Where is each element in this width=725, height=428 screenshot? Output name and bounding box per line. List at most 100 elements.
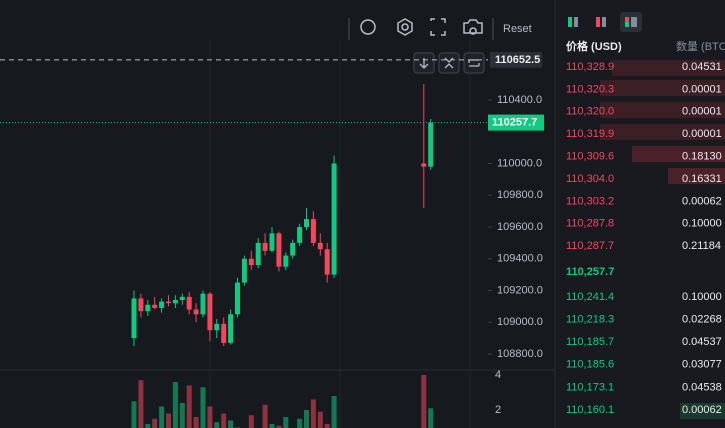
candle-body xyxy=(262,242,268,251)
bid-price: 110,160.1 xyxy=(566,404,614,416)
bid-qty: 0.03077 xyxy=(682,359,722,371)
volume-bar xyxy=(228,420,234,428)
candle-body xyxy=(145,304,151,312)
volume-bar xyxy=(331,396,337,428)
y-tick-label: 109600.0 xyxy=(497,221,543,233)
fullscreen-icon[interactable] xyxy=(430,18,446,36)
ask-qty: 0.00001 xyxy=(682,106,722,118)
volume-bar xyxy=(310,399,316,428)
volume-bar xyxy=(193,417,199,428)
candle-body xyxy=(269,233,275,251)
v-tick-label: 4 xyxy=(495,369,501,381)
volume-bar xyxy=(283,417,289,428)
ask-qty: 0.00062 xyxy=(682,195,722,207)
candle-body xyxy=(428,122,434,167)
qty-header: 数量 (BTC xyxy=(676,40,725,53)
candle-body xyxy=(331,163,337,275)
candle-body xyxy=(221,323,227,343)
camera-icon[interactable] xyxy=(463,19,483,35)
ask-qty: 0.04531 xyxy=(682,61,722,73)
v-grid xyxy=(209,40,471,428)
book-tabs xyxy=(568,12,642,32)
candle-body xyxy=(276,233,282,267)
ask-price: 110,287.7 xyxy=(566,240,614,252)
volume-bar xyxy=(276,425,282,428)
ask-price: 110,320.3 xyxy=(566,83,614,95)
volume-bar xyxy=(317,411,323,428)
candle-body xyxy=(255,242,261,266)
bid-qty: 0.10000 xyxy=(682,291,722,303)
candle-body xyxy=(421,163,427,167)
bid-price: 110,241.4 xyxy=(566,291,614,303)
candle-body xyxy=(228,314,234,343)
volume-bar xyxy=(152,418,158,428)
candle-body xyxy=(172,300,178,304)
bid-price: 110,185.7 xyxy=(566,336,614,348)
volume-bar xyxy=(421,375,427,428)
bid-price: 110,173.1 xyxy=(566,381,614,393)
ask-price: 110,320.0 xyxy=(566,106,614,118)
candle-body xyxy=(297,227,303,243)
candle-body xyxy=(152,304,158,308)
candle-body xyxy=(290,242,296,256)
volume-bar xyxy=(324,424,330,428)
y-tick-label: 109200.0 xyxy=(497,284,543,296)
volume-bar xyxy=(138,380,144,428)
chart-bg xyxy=(0,0,555,428)
ask-qty: 0.00001 xyxy=(682,128,722,140)
candle-body xyxy=(248,258,254,266)
ask-price: 110,328.9 xyxy=(566,61,614,73)
ask-qty: 0.10000 xyxy=(682,218,722,230)
volume-bar xyxy=(297,418,303,428)
ask-qty: 0.00001 xyxy=(682,83,722,95)
candle-body xyxy=(186,296,192,310)
ask-price: 110,304.0 xyxy=(566,173,614,185)
volume-bar xyxy=(159,406,165,428)
bid-qty: 0.04538 xyxy=(682,381,722,393)
v-tick-label: 2 xyxy=(495,404,501,416)
candle-body xyxy=(166,301,171,304)
candle-body xyxy=(241,258,247,283)
price-header: 价格 (USD) xyxy=(566,39,622,53)
candle-body xyxy=(310,219,316,243)
candle-body xyxy=(304,219,309,227)
y-tick-label: 110400.0 xyxy=(497,94,542,106)
volume-bar xyxy=(428,408,434,428)
volume-bar xyxy=(214,422,220,428)
volume-bar xyxy=(248,415,254,428)
volume-bar xyxy=(221,413,227,428)
last-label: 110257.7 xyxy=(492,116,537,128)
candle-body xyxy=(283,255,289,267)
candle-body xyxy=(235,282,240,315)
mid-price: 110,257.7 xyxy=(566,266,614,278)
ask-price: 110,319.9 xyxy=(566,128,614,140)
high-tag xyxy=(490,51,542,68)
candle-body xyxy=(193,309,199,315)
volume-bar xyxy=(262,404,268,428)
bid-price: 110,218.3 xyxy=(566,314,614,326)
volume-bar xyxy=(269,424,275,428)
bid-qty: 0.00062 xyxy=(682,404,722,416)
volume-bar xyxy=(179,403,185,428)
bid-qty: 0.02268 xyxy=(682,314,722,326)
high-label: 110652.5 xyxy=(495,54,540,66)
y-tick-label: 109400.0 xyxy=(497,253,543,265)
ask-qty: 0.16331 xyxy=(682,173,722,185)
y-tick-label: 109000.0 xyxy=(497,316,543,328)
volume-bar xyxy=(131,401,137,428)
candle-body xyxy=(317,242,323,250)
depth-bars xyxy=(600,60,725,419)
volume-bar xyxy=(172,382,178,428)
ask-qty: 0.21184 xyxy=(682,240,721,252)
candle-body xyxy=(131,298,137,339)
candle-body xyxy=(200,293,206,315)
volume-bar xyxy=(207,406,213,428)
volume-bar xyxy=(145,424,151,428)
reset-button[interactable]: Reset xyxy=(503,23,532,35)
bid-price: 110,185.6 xyxy=(566,359,614,371)
settings-icon[interactable] xyxy=(397,18,413,36)
toolbar xyxy=(348,18,494,40)
volume-bar xyxy=(166,413,171,428)
zoom-icon[interactable] xyxy=(360,19,376,35)
